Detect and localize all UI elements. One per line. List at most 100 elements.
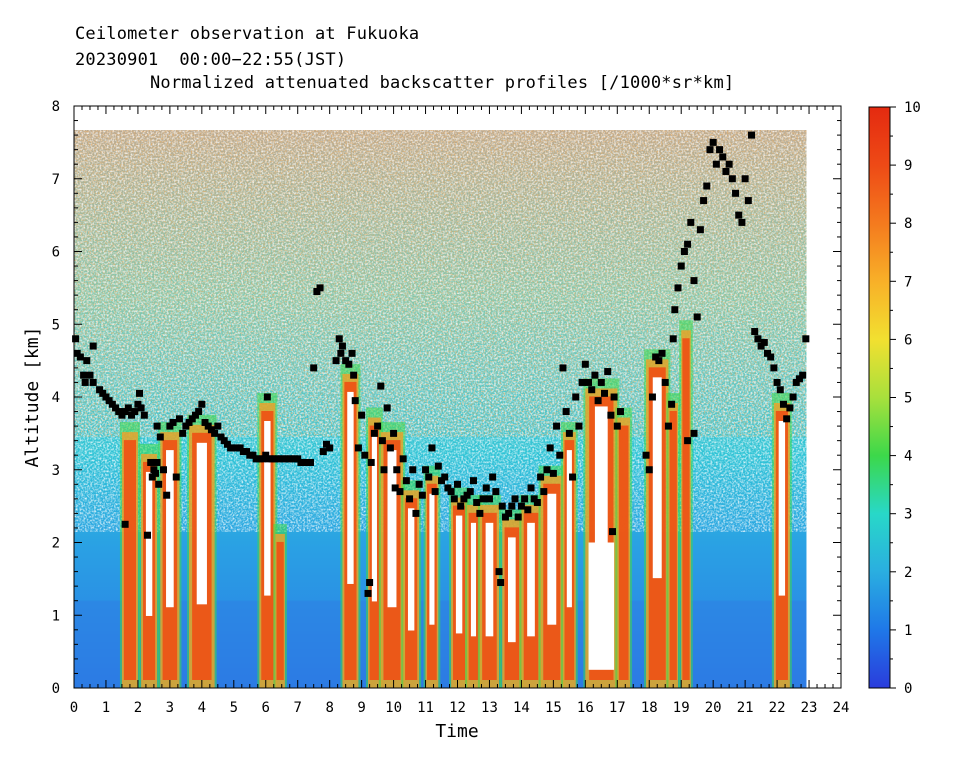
cloud-base-point-171 [575,422,583,430]
cloud-base-point-122 [422,466,430,474]
cloud-base-point-13 [108,400,116,408]
cloud-base-point-6 [86,371,94,379]
x-tick-label-17: 17 [609,700,626,716]
cloud-base-point-89 [332,357,340,365]
x-tick-label-23: 23 [801,700,818,716]
cloud-base-point-157 [530,495,538,503]
cloud-base-point-52 [214,422,222,430]
cloud-base-point-198 [677,262,685,270]
cloud-base-point-88 [326,444,334,452]
cloud-base-point-206 [703,182,711,190]
cloud-base-point-216 [735,211,743,219]
x-tick-label-20: 20 [705,700,722,716]
cloud-base-point-107 [378,437,386,445]
x-axis-ticks: 0 1 2 3 4 5 6 7 8 9 10 11 12 13 14 15 16 17 18 19 20 21 22 23 24 [70,106,849,716]
cloud-base-point-97 [351,397,359,405]
cloud-base-point-156 [527,484,535,492]
cloud-base-point-50 [207,426,215,434]
cloud-base-point-221 [751,328,759,336]
column-saturated-14 [507,537,516,643]
cloud-base-point-219 [744,197,752,205]
cloud-base-point-113 [393,466,401,474]
cloud-base-point-16 [118,411,126,419]
cloud-base-point-112 [391,484,399,492]
cloud-base-point-124 [428,444,436,452]
cloud-base-point-186 [642,451,650,459]
y-tick-label-7: 7 [52,172,60,188]
cloud-base-point-140 [479,495,487,503]
cloud-base-point-132 [454,480,461,488]
column-saturated-2 [166,450,174,608]
cloud-base-point-223 [757,342,765,350]
cloud-base-point-21 [134,400,142,408]
cloud-base-point-28 [148,473,156,481]
cloud-base-point-98 [354,444,362,452]
x-tick-label-16: 16 [577,700,594,716]
cloud-base-point-197 [674,284,682,292]
cloud-base-point-11 [102,393,110,401]
cloud-base-point-169 [569,473,577,481]
cloud-base-point-130 [447,488,455,496]
cloud-base-point-158 [533,498,541,506]
cloud-base-point-33 [155,480,163,488]
column-core-21 [669,411,677,680]
cloud-base-point-3 [80,371,88,379]
cloud-base-point-230 [779,400,787,408]
cloud-base-point-121 [418,491,426,499]
cloud-base-point-129 [444,484,452,492]
cloud-base-point-34 [156,433,164,441]
cloud-base-point-54 [220,437,228,445]
cloud-base-point-31 [153,422,161,430]
cloud-base-point-7 [89,342,97,350]
column-core-19 [618,425,629,680]
cloud-base-point-208 [709,138,717,146]
cloud-base-point-205 [700,197,708,205]
cloud-base-point-90 [335,335,343,343]
title-line-2: 20230901 00:00−22:55(JST) [75,50,347,70]
cloud-base-point-166 [559,364,567,372]
colorbar: 0 1 2 3 4 5 6 7 8 9 10 [868,100,921,697]
colorbar-scale [868,106,891,689]
x-tick-label-0: 0 [70,700,78,716]
cloud-base-point-27 [147,458,155,466]
x-tick-label-4: 4 [198,700,206,716]
x-tick-label-18: 18 [641,700,658,716]
cloud-base-point-148 [501,513,509,521]
cloud-base-point-191 [658,349,666,357]
cloud-base-point-195 [669,335,677,343]
cloud-base-point-117 [406,495,414,503]
cloud-base-point-30 [151,469,159,477]
cloud-base-point-154 [521,495,529,503]
cloud-base-point-176 [591,371,599,379]
cloud-base-point-214 [728,175,736,183]
cloud-base-point-203 [693,313,701,321]
cloud-base-point-153 [517,502,525,510]
cloud-base-point-218 [741,175,749,183]
cloud-base-point-131 [450,495,458,503]
cloud-base-point-63 [249,451,257,459]
cloud-base-point-163 [549,469,557,477]
cloud-base-point-226 [767,353,775,361]
cloud-base-point-44 [188,415,196,423]
cloud-base-point-190 [655,357,663,365]
cloud-base-point-59 [236,444,244,452]
cloud-base-point-233 [789,393,797,401]
cloud-base-point-231 [783,415,791,423]
cloud-base-point-51 [211,429,219,437]
cloud-base-point-12 [105,397,113,405]
cloud-base-point-95 [348,349,356,357]
cloud-base-point-55 [223,440,231,448]
cloud-base-point-160 [540,488,548,496]
cloud-base-point-149 [505,509,513,517]
cloud-base-point-120 [415,480,423,488]
cloud-base-point-41 [179,429,187,437]
cloud-base-point-36 [163,491,171,499]
cloud-base-point-184 [613,422,621,430]
y-tick-label-0: 0 [52,681,60,697]
x-tick-label-7: 7 [293,700,301,716]
cloud-base-point-133 [457,502,465,510]
cloud-base-point-151 [511,495,519,503]
y-tick-label-5: 5 [52,317,60,333]
column-core-0 [123,440,136,680]
cloud-base-point-161 [543,466,551,474]
